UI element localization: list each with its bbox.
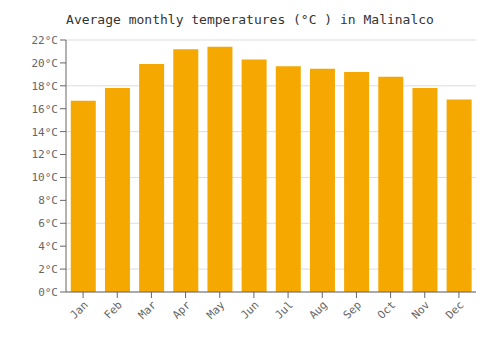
svg-text:18°C: 18°C	[32, 80, 59, 93]
svg-text:22°C: 22°C	[32, 34, 59, 47]
svg-text:20°C: 20°C	[32, 57, 59, 70]
svg-text:Sep: Sep	[341, 298, 364, 321]
svg-text:10°C: 10°C	[32, 171, 59, 184]
svg-text:Aug: Aug	[307, 298, 330, 321]
svg-text:Feb: Feb	[102, 298, 125, 321]
svg-text:Jan: Jan	[67, 298, 90, 321]
html-text:Average monthly temperatures (: Average monthly temperatures (°C ) in Ma…	[66, 12, 434, 27]
svg-text:8°C: 8°C	[38, 194, 58, 207]
svg-text:Jun: Jun	[238, 298, 261, 321]
svg-text:6°C: 6°C	[38, 217, 58, 230]
svg-text:May: May	[204, 298, 228, 322]
svg-text:Mar: Mar	[136, 298, 160, 322]
svg-text:4°C: 4°C	[38, 240, 58, 253]
svg-text:Jul: Jul	[272, 298, 295, 321]
svg-text:2°C: 2°C	[38, 263, 58, 276]
svg-text:12°C: 12°C	[32, 148, 59, 161]
svg-text:Dec: Dec	[443, 298, 466, 321]
svg-text:Oct: Oct	[375, 298, 398, 321]
svg-text:Apr: Apr	[170, 298, 194, 322]
svg-text:14°C: 14°C	[32, 126, 59, 139]
svg-text:0°C: 0°C	[38, 286, 58, 299]
svg-text:16°C: 16°C	[32, 103, 59, 116]
svg-text:Nov: Nov	[409, 298, 433, 322]
